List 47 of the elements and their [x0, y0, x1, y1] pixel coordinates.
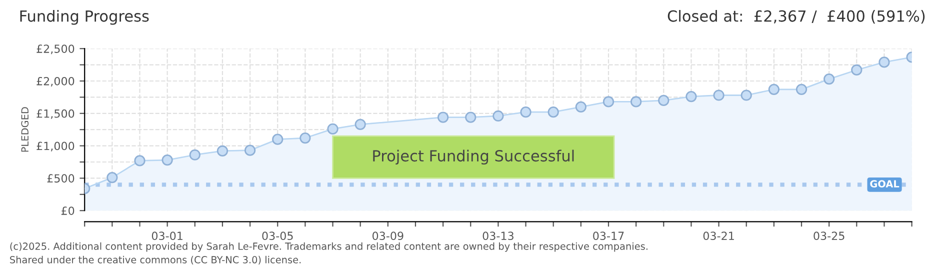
- y-tick-label: £1,000: [36, 142, 74, 152]
- point: [492, 110, 504, 122]
- point: [437, 112, 449, 123]
- point: [548, 106, 559, 118]
- point: [658, 94, 670, 106]
- y-tick-label: £500: [47, 174, 74, 183]
- point: [796, 84, 808, 95]
- point: [465, 112, 476, 123]
- y-tick-label: £2,000: [36, 76, 74, 87]
- x-tick-label: 03-01: [152, 232, 182, 240]
- point: [713, 90, 724, 101]
- point: [824, 74, 835, 85]
- x-tick-label: 03-21: [703, 232, 734, 240]
- point: [216, 145, 228, 157]
- point: [162, 154, 173, 166]
- point: [244, 144, 256, 156]
- annotation: Project Funding Successful: [373, 150, 574, 165]
- ref-line-label: GOAL: [870, 180, 900, 188]
- point: [878, 56, 890, 68]
- point: [300, 132, 311, 144]
- point: [106, 172, 118, 184]
- point: [740, 90, 752, 101]
- x-tick-label: 03-25: [814, 232, 844, 240]
- x-tick-label: 03-17: [593, 232, 624, 240]
- point: [602, 96, 614, 108]
- point: [327, 123, 338, 135]
- point: [768, 84, 780, 95]
- point: [189, 149, 200, 160]
- text: (c)2025. Additional content provided by Sarah Le-Fevre. Trademarks and related content are owned by their respective companies.: [10, 242, 648, 252]
- point: [520, 106, 532, 118]
- text: Shared under the creative commons (CC BY-NC 3.0) license.: [10, 256, 301, 265]
- point: [272, 134, 284, 145]
- point: [686, 90, 697, 102]
- point: [354, 118, 366, 130]
- y-tick-label: £0: [61, 206, 74, 215]
- y-tick-label: £1,500: [36, 109, 74, 119]
- point: [134, 155, 146, 166]
- y-tick-label: £2,500: [36, 44, 74, 54]
- y-axis-title: PLEDGED: [21, 107, 29, 152]
- point: [630, 96, 642, 108]
- text: Closed at: £2,367 / £400 (591%): [668, 10, 925, 24]
- x-tick-label: 03-13: [482, 232, 514, 240]
- point: [575, 101, 586, 112]
- point: [851, 64, 862, 76]
- x-tick-label: 03-09: [372, 232, 404, 240]
- x-tick-label: 03-05: [262, 232, 293, 240]
- chart-title: Funding Progress: [20, 10, 149, 25]
